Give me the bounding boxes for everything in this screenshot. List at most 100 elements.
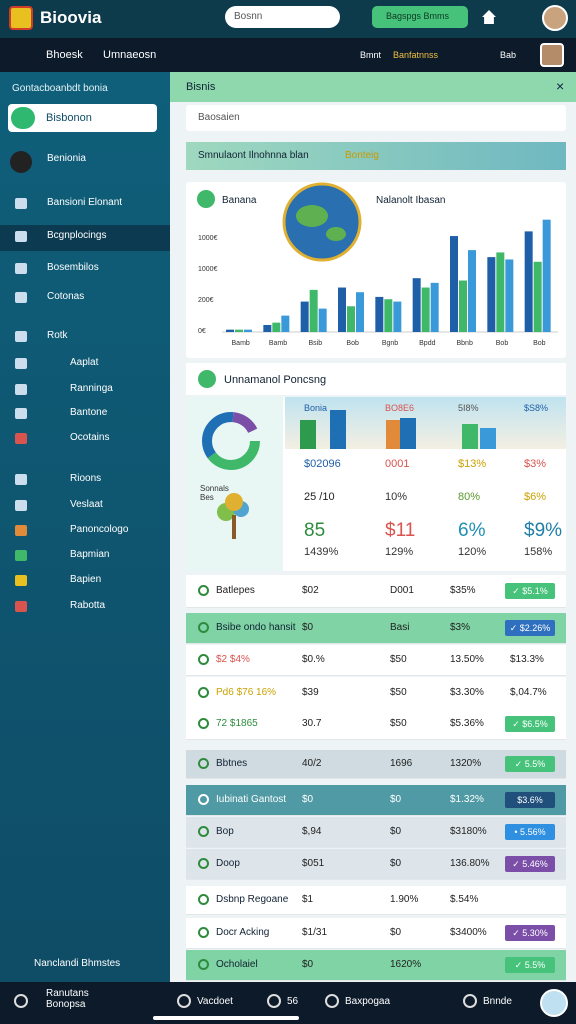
nav-bar: [0, 38, 576, 72]
bar: [459, 280, 467, 332]
table-row: [186, 817, 566, 848]
bar: [393, 301, 402, 332]
sidebar-item[interactable]: Ocotains: [70, 432, 110, 443]
nav-right[interactable]: Bab: [500, 50, 517, 60]
nav-link[interactable]: Bhoesk: [46, 49, 83, 61]
axis-label: 1000€: [198, 266, 218, 273]
row-label: Doop: [216, 858, 240, 869]
sidebar-item[interactable]: Cotonas: [47, 291, 85, 302]
sidebar-item[interactable]: Benionia: [47, 153, 86, 164]
row-icon: [198, 654, 209, 665]
row-cell: $50: [390, 687, 407, 698]
row-badge[interactable]: $3.6%: [505, 792, 555, 808]
row-badge[interactable]: ✓ $5.1%: [505, 583, 555, 599]
main-title: Bisnis: [186, 81, 216, 93]
search-box[interactable]: [225, 6, 340, 28]
home-icon[interactable]: [482, 10, 496, 24]
chart-subtitle: Nalanolt Ibasan: [376, 195, 446, 206]
sidebar-item[interactable]: Veslaat: [70, 499, 103, 510]
bar: [309, 289, 318, 332]
stats-bar: [400, 418, 416, 449]
sidebar-item[interactable]: Rotk: [47, 330, 68, 341]
stats-bar: [330, 410, 346, 449]
bottom-item[interactable]: Bnnde: [483, 996, 512, 1007]
nav-right[interactable]: Banfatnnss: [393, 50, 439, 60]
sidebar-item[interactable]: Bcgnplocings: [47, 230, 107, 241]
row-cell: $50: [390, 718, 407, 729]
row-badge[interactable]: ✓ 5.5%: [505, 957, 555, 973]
selected-label: Bisbonon: [46, 112, 92, 124]
sidebar-item[interactable]: Rabotta: [70, 600, 106, 611]
bar: [421, 287, 430, 332]
sidebar-footer: Nanclandi Bhmstes: [34, 958, 121, 969]
search-row[interactable]: [186, 105, 566, 131]
bottom-item[interactable]: Baxpogaa: [345, 996, 391, 1007]
stats-bar: [386, 420, 402, 449]
avatar[interactable]: [542, 5, 568, 31]
nav-right[interactable]: Bmnt: [360, 50, 382, 60]
bottom-item[interactable]: Ranutans Bonopsa: [46, 988, 89, 1010]
category-label: Bob: [496, 340, 509, 347]
sidebar-item[interactable]: Bapien: [70, 574, 102, 585]
sidebar-item[interactable]: Rioons: [70, 473, 102, 484]
category-label: Bob: [346, 340, 359, 347]
bar: [412, 278, 421, 332]
row-badge[interactable]: • 5.56%: [505, 824, 555, 840]
banner-text: Smnulaont Ilnohnna blan: [198, 150, 309, 161]
row-badge[interactable]: ✓ 5.5%: [505, 756, 555, 772]
stats-cell: 129%: [385, 546, 414, 558]
stats-cell: 6%: [458, 520, 486, 541]
row-cell: $0: [302, 622, 314, 633]
stats-bar: [462, 424, 478, 449]
row-label: Iubinati Gantost: [216, 794, 287, 805]
sidebar-item[interactable]: Bantone: [70, 407, 108, 418]
category-label: Bbnb: [456, 340, 472, 347]
row-badge[interactable]: ✓ $6.5%: [505, 716, 555, 732]
bar: [384, 299, 393, 332]
close-icon[interactable]: ×: [556, 78, 565, 94]
globe-land: [326, 227, 346, 241]
row-icon: [198, 858, 209, 869]
sidebar-icon: [15, 292, 27, 303]
row-label: Docr Acking: [216, 927, 270, 938]
category-label: Bsib: [309, 340, 323, 347]
bar: [235, 329, 243, 332]
sidebar-item[interactable]: Ranninga: [70, 383, 113, 394]
row-badge[interactable]: ✓ 5.46%: [505, 856, 555, 872]
sidebar-item[interactable]: Bapmian: [70, 549, 110, 560]
bar: [375, 296, 384, 332]
sidebar-item[interactable]: Bansioni Elonant: [47, 197, 123, 208]
stats-cell: 85: [304, 520, 326, 541]
bar: [496, 252, 505, 332]
row-cell: $35%: [450, 585, 476, 596]
row-badge[interactable]: ✓ $2.26%: [505, 620, 555, 636]
row-cell: $1/31: [302, 927, 328, 938]
main-search: Baosaien: [198, 112, 240, 123]
row-badge[interactable]: ✓ 5.30%: [505, 925, 555, 941]
row-cell: $0: [390, 858, 402, 869]
sidebar-item[interactable]: Bosembilos: [47, 262, 99, 273]
bottom-avatar[interactable]: [540, 989, 568, 1017]
bottom-item[interactable]: Vacdoet: [197, 996, 233, 1007]
sidebar-item[interactable]: Aaplat: [70, 357, 99, 368]
plant: [225, 493, 243, 511]
row-cell: 1320%: [450, 758, 482, 769]
table-row: [186, 785, 566, 816]
row-cell: $39: [302, 687, 319, 698]
plant: [232, 515, 236, 539]
sidebar: [0, 72, 170, 982]
row-icon: [198, 894, 209, 905]
sidebar-icon: [15, 263, 27, 274]
action-button[interactable]: [372, 6, 468, 28]
bottom-icon: [267, 994, 281, 1008]
bottom-icon: [463, 994, 477, 1008]
stats-cell: $11: [385, 520, 416, 541]
sidebar-item[interactable]: Panoncologo: [70, 524, 129, 535]
nav-avatar[interactable]: [540, 43, 564, 67]
sidebar-icon: [15, 231, 27, 242]
row-cell: $,94: [302, 826, 322, 837]
sidebar-icon: [15, 358, 27, 369]
bottom-item[interactable]: 56: [287, 996, 299, 1007]
nav-link[interactable]: Umnaeosn: [103, 49, 157, 61]
chart-icon: [197, 190, 215, 208]
